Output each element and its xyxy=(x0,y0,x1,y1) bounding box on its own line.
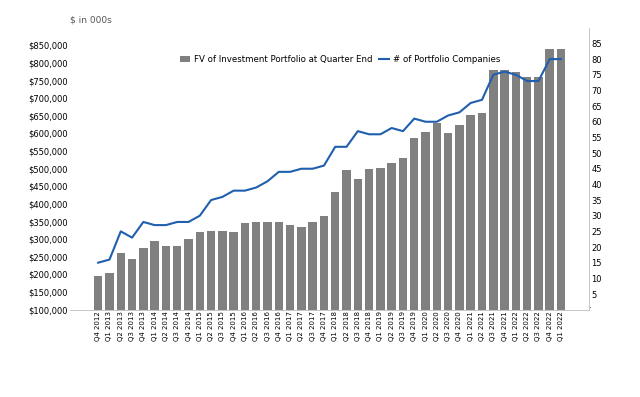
Bar xyxy=(218,231,227,345)
Bar xyxy=(150,241,159,345)
Bar xyxy=(94,276,102,345)
Text: .: . xyxy=(589,300,592,310)
Bar xyxy=(523,77,531,345)
Bar xyxy=(184,239,193,345)
Bar xyxy=(139,248,148,345)
Bar xyxy=(534,77,543,345)
Bar xyxy=(455,125,463,345)
Bar xyxy=(263,222,272,345)
Bar xyxy=(477,114,486,345)
Bar xyxy=(116,252,125,345)
Bar xyxy=(297,227,306,345)
Bar xyxy=(308,222,317,345)
Bar xyxy=(500,70,509,345)
Bar xyxy=(511,72,520,345)
Bar xyxy=(399,158,407,345)
Bar xyxy=(365,169,373,345)
Bar xyxy=(173,246,182,345)
Bar xyxy=(444,133,452,345)
Bar xyxy=(387,164,396,345)
Text: $ in 000s: $ in 000s xyxy=(70,16,112,25)
Bar xyxy=(545,49,554,345)
Bar xyxy=(128,258,136,345)
Bar xyxy=(467,115,475,345)
Bar xyxy=(433,123,441,345)
Bar xyxy=(105,273,114,345)
Bar xyxy=(376,168,385,345)
Bar xyxy=(320,216,328,345)
Bar xyxy=(252,222,260,345)
Bar xyxy=(331,192,339,345)
Legend: FV of Investment Portfolio at Quarter End, # of Portfolio Companies: FV of Investment Portfolio at Quarter En… xyxy=(177,52,504,68)
Bar xyxy=(196,232,204,345)
Bar xyxy=(557,49,565,345)
Bar xyxy=(410,138,419,345)
Bar xyxy=(342,170,351,345)
Bar xyxy=(275,222,283,345)
Bar xyxy=(489,70,497,345)
Bar xyxy=(229,232,238,345)
Bar xyxy=(353,179,362,345)
Bar xyxy=(421,132,430,345)
Bar xyxy=(241,223,249,345)
Bar xyxy=(207,231,215,345)
Bar xyxy=(162,246,170,345)
Bar xyxy=(286,225,294,345)
